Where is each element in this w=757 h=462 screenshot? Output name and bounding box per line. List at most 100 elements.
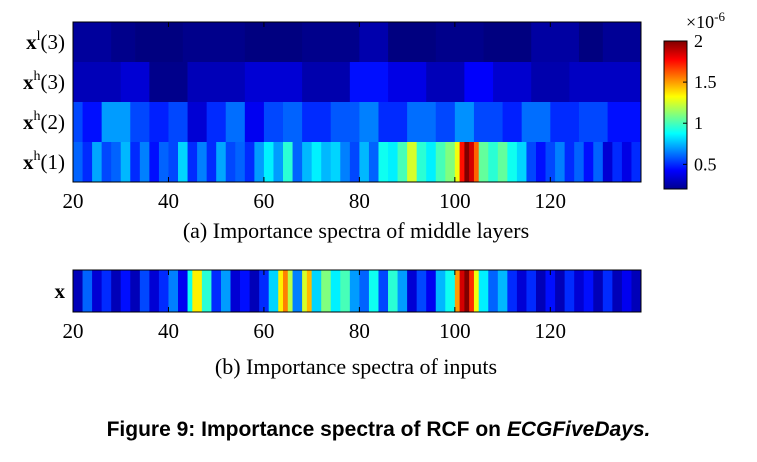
heatmap-a-cell-r3-c6: [130, 142, 141, 183]
heatmap-a-cell-r2-c5: [168, 102, 188, 143]
heatmap-a-cell-r2-c3: [130, 102, 150, 143]
heatmap-a-cell-r3-c3: [101, 142, 112, 183]
figure-caption-dataset: ECGFiveDays.: [506, 418, 651, 441]
heatmap-a-cell-r2-c21: [521, 102, 551, 143]
heatmap-a-cell-r3-c5: [120, 142, 131, 183]
heatmap-a-cells: [73, 22, 642, 183]
heatmap-b-x-tick-label-3: 80: [349, 319, 370, 343]
heatmap-a-cell-r3-c34: [397, 142, 408, 183]
heatmap-b-cell-r0-c16: [220, 270, 231, 313]
heatmap-a-cell-r3-c35: [407, 142, 418, 183]
heatmap-a-cell-r1-c2: [149, 62, 188, 103]
heatmap-a-cell-r3-c8: [149, 142, 160, 183]
heatmap-b-cell-r0-c31: [340, 270, 351, 313]
heatmap-b-cell-r0-c12: [187, 270, 193, 313]
colorbar-ticks: 0.5 1 1.5 2: [683, 31, 717, 174]
heatmap-b-cell-r0-c48: [478, 270, 489, 313]
heatmap-a-cell-r1-c5: [302, 62, 351, 103]
heatmap-b-cell-r0-c47: [473, 270, 480, 313]
heatmap-a-cell-r0-c9: [483, 22, 532, 63]
heatmap-b-cell-r0-c36: [388, 270, 398, 313]
heatmap-a-cell-r3-c45: [478, 142, 489, 183]
heatmap-a-cell-r2-c6: [187, 102, 208, 143]
heatmap-b-cell-r0-c42: [445, 270, 456, 313]
heatmap-a-cell-r2-c22: [550, 102, 580, 143]
heatmap-b-cell-r0-c25: [292, 270, 303, 313]
heatmap-a-cell-r0-c11: [578, 22, 604, 63]
heatmap-a-y-label-0: xl(3): [26, 29, 65, 54]
heatmap-a-cell-r2-c18: [454, 102, 475, 143]
heatmap-a-cell-r2-c19: [473, 102, 503, 143]
heatmap-b-cell-r0-c59: [583, 270, 594, 313]
heatmap-b-cell-r0-c56: [555, 270, 566, 313]
heatmap-a-cell-r3-c29: [349, 142, 360, 183]
heatmap-a-cell-r0-c10: [531, 22, 580, 63]
heatmap-b-cell-r0-c58: [574, 270, 585, 313]
heatmap-b-cell-r0-c10: [168, 270, 179, 313]
heatmap-b-cell-r0-c22: [278, 270, 284, 313]
heatmap-a-cell-r3-c24: [302, 142, 313, 183]
heatmap-a-x-tick-label-0: 20: [63, 189, 84, 213]
heatmap-b-cell-r0-c3: [101, 270, 112, 313]
figure-caption-prefix: Figure 9: Importance spectra of RCF on: [106, 418, 507, 441]
heatmap-a-cell-r3-c56: [583, 142, 594, 183]
heatmap-b-cell-r0-c32: [349, 270, 360, 313]
heatmap-b-cell-r0-c19: [249, 270, 260, 313]
panel-b: 20 40 60 80 100 120 x (b) Importance spectra …: [55, 269, 642, 379]
heatmap-a-cell-r3-c55: [574, 142, 585, 183]
colorbar-exponent: ×10-6: [686, 9, 725, 32]
heatmap-a-cell-r2-c16: [407, 102, 437, 143]
heatmap-a-cell-r3-c32: [378, 142, 389, 183]
heatmap-b-cell-r0-c1: [82, 270, 93, 313]
colorbar-tick-label-0: 0.5: [694, 154, 717, 174]
heatmap-a-cell-r3-c49: [516, 142, 527, 183]
heatmap-a-cell-r3-c42: [464, 142, 470, 183]
heatmap-a-cell-r1-c10: [493, 62, 532, 103]
heatmap-a-cell-r3-c33: [388, 142, 398, 183]
heatmap-a-cell-r3-c48: [507, 142, 518, 183]
heatmap-a-cell-r1-c7: [388, 62, 427, 103]
colorbar-tick-label-1: 1: [694, 113, 703, 133]
heatmap-a-x-tick-label-2: 60: [253, 189, 274, 213]
heatmap-a-cell-r2-c20: [502, 102, 523, 143]
heatmap-b-cell-r0-c41: [435, 270, 446, 313]
heatmap-b-cell-r0-c8: [149, 270, 160, 313]
heatmap-a-cell-r3-c20: [263, 142, 274, 183]
heatmap-a-cell-r0-c2: [135, 22, 184, 63]
heatmap-b-cell-r0-c49: [488, 270, 499, 313]
heatmap-a-x-tick-label-1: 40: [158, 189, 179, 213]
heatmap-a-cell-r3-c37: [426, 142, 437, 183]
heatmap-a-cell-r3-c40: [454, 142, 461, 183]
heatmap-a-cell-r3-c18: [244, 142, 255, 183]
heatmap-a-cell-r1-c0: [73, 62, 122, 103]
panel-a: 20 40 60 80 100 120 xl(3) xh(3) xh(2) xh(1) (a) …: [23, 21, 642, 243]
heatmap-a-cell-r3-c46: [488, 142, 499, 183]
panel-a-caption: (a) Importance spectra of middle layers: [183, 218, 529, 243]
heatmap-a-cell-r3-c10: [168, 142, 179, 183]
heatmap-b-cell-r0-c44: [459, 270, 465, 313]
heatmap-a-cell-r0-c1: [111, 22, 136, 63]
heatmap-a-cell-r3-c7: [139, 142, 150, 183]
heatmap-a-cell-r3-c16: [225, 142, 236, 183]
heatmap-b-cell-r0-c24: [287, 270, 293, 313]
heatmap-a-cell-r2-c12: [302, 102, 332, 143]
heatmap-a-cell-r2-c0: [73, 102, 83, 143]
heatmap-b-cell-r0-c61: [602, 270, 613, 313]
heatmap-a-cell-r3-c28: [340, 142, 351, 183]
heatmap-b-cell-r0-c43: [454, 270, 461, 313]
heatmap-a-cell-r3-c19: [254, 142, 265, 183]
heatmap-a-cell-r1-c8: [426, 62, 465, 103]
colorbar-tick-label-2: 1.5: [694, 72, 717, 92]
heatmap-a-cell-r3-c13: [197, 142, 208, 183]
heatmap-b-cell-r0-c27: [306, 270, 313, 313]
heatmap-a-cell-r3-c14: [206, 142, 217, 183]
heatmap-a-cell-r2-c2: [101, 102, 131, 143]
heatmap-b-x-ticks: 20 40 60 80 100 120: [63, 270, 566, 343]
heatmap-a-cell-r3-c22: [283, 142, 293, 183]
heatmap-a-y-label-1: xh(3): [23, 69, 65, 94]
heatmap-b-cell-r0-c15: [211, 270, 222, 313]
heatmap-a-cell-r0-c12: [602, 22, 642, 63]
heatmap-b-cell-r0-c45: [464, 270, 470, 313]
heatmap-b-cell-r0-c7: [139, 270, 150, 313]
